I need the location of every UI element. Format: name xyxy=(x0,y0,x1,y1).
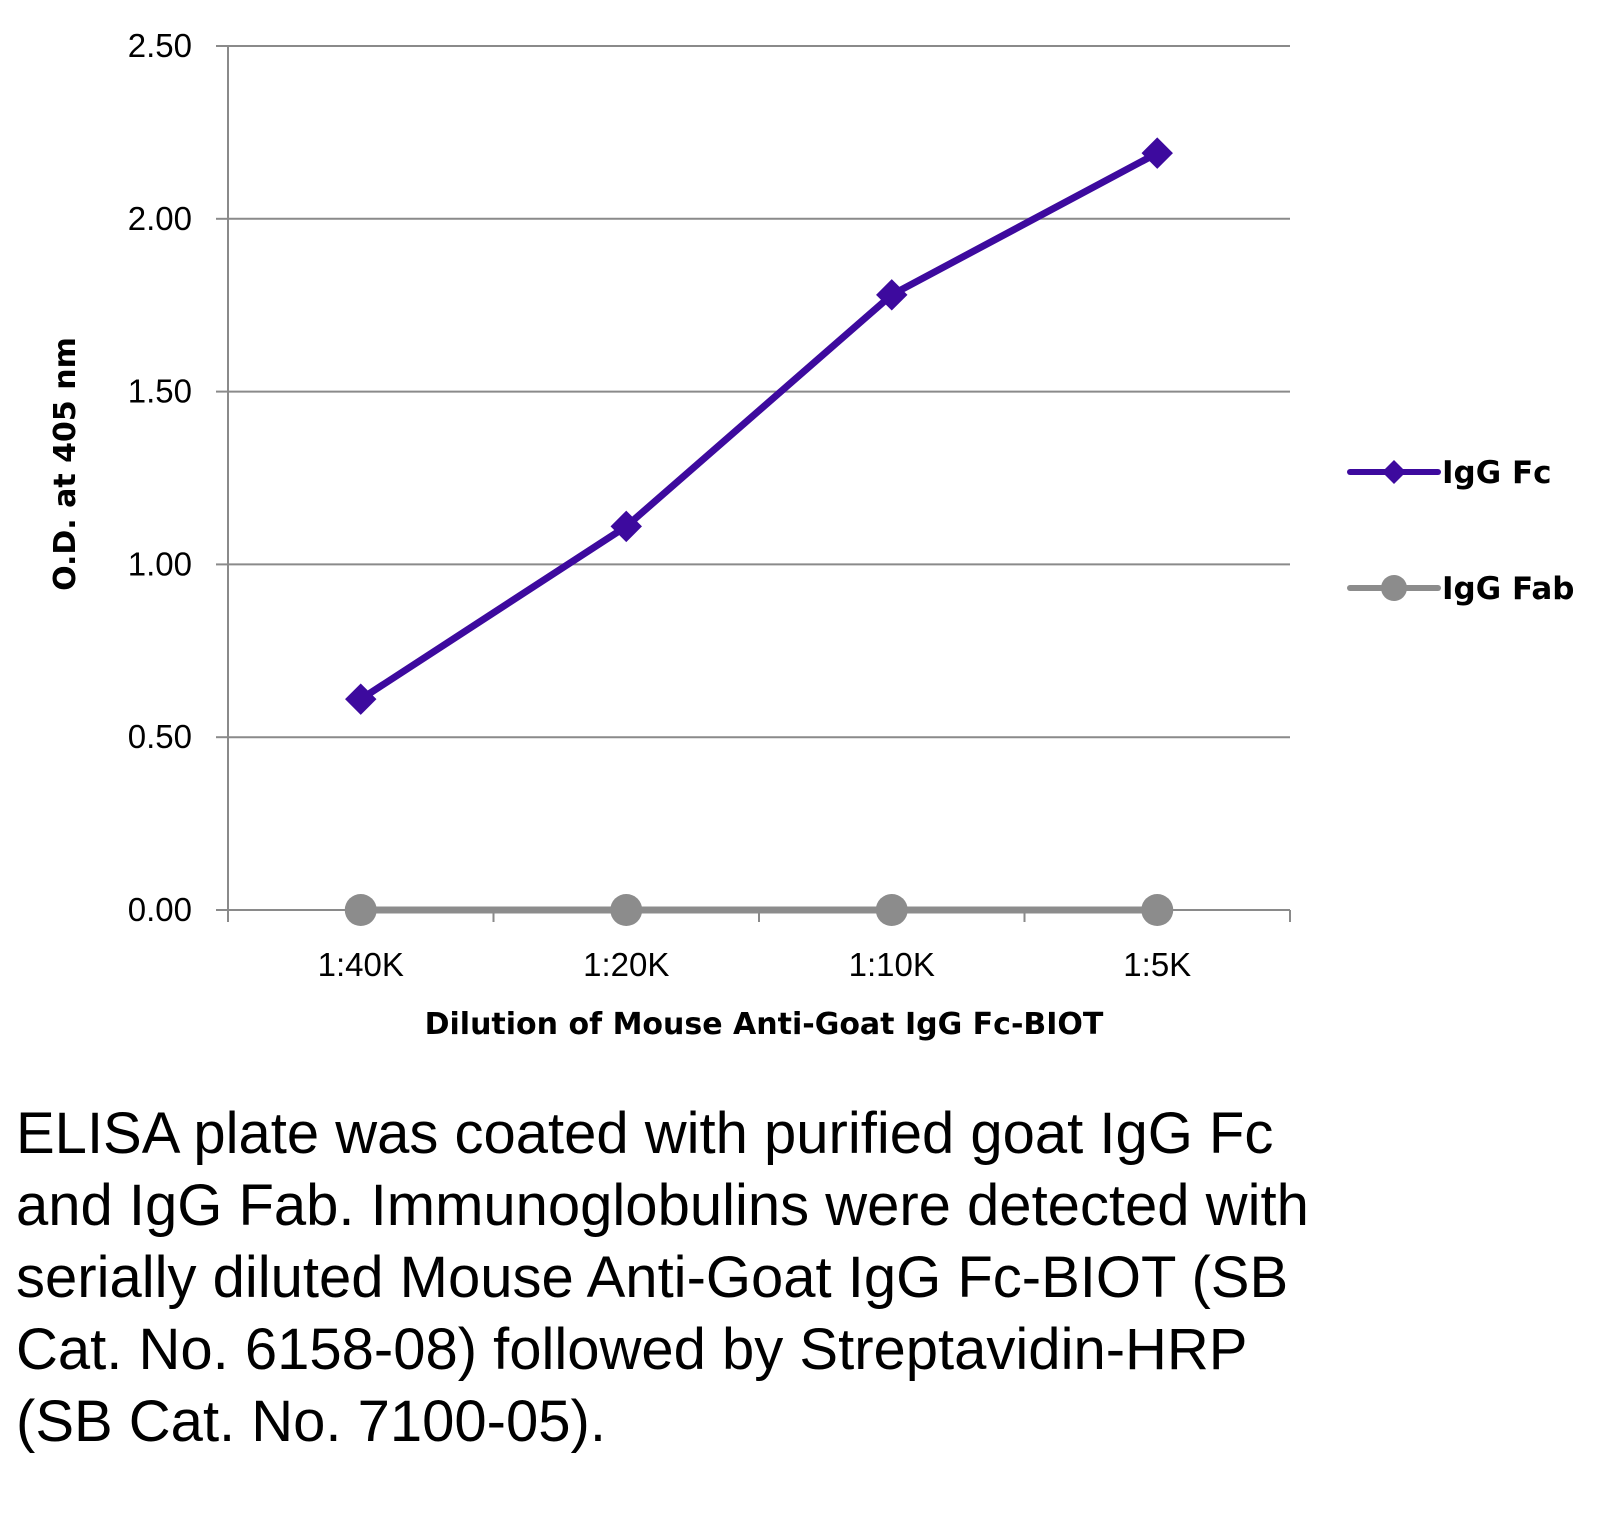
y-tick-label: 2.50 xyxy=(128,27,192,64)
data-point-circle xyxy=(875,894,908,926)
axes xyxy=(216,45,1291,922)
y-tick-label: 1.00 xyxy=(128,545,192,582)
gridlines xyxy=(228,45,1290,739)
y-tick-label: 1.50 xyxy=(128,373,192,410)
y-tick-label: 0.00 xyxy=(128,891,192,928)
x-axis-title: Dilution of Mouse Anti-Goat IgG Fc-BIOT xyxy=(425,1007,1104,1042)
legend-marker-diamond xyxy=(1382,460,1406,484)
legend-label: IgG Fab xyxy=(1442,571,1574,607)
data-point-circle xyxy=(344,894,377,926)
legend-label: IgG Fc xyxy=(1442,455,1552,491)
series-markers xyxy=(344,137,1174,926)
elisa-line-chart: 0.00 0.50 1.00 1.50 2.00 2.50 1:40K 1:20K 1:10K 1… xyxy=(48,27,1574,1042)
series-line-igg-fc xyxy=(357,149,1161,703)
legend: IgG Fc IgG Fab xyxy=(1347,455,1574,607)
data-point-diamond xyxy=(345,683,377,715)
data-point-diamond xyxy=(1141,137,1173,169)
x-tick-label: 1:10K xyxy=(849,946,935,983)
y-tick-label: 0.50 xyxy=(128,718,192,755)
x-tick-label: 1:5K xyxy=(1123,946,1191,983)
legend-marker-circle xyxy=(1381,575,1407,601)
data-point-circle xyxy=(1141,894,1174,926)
figure-caption: ELISA plate was coated with purified goa… xyxy=(16,1101,1309,1454)
data-point-diamond xyxy=(876,279,908,311)
y-axis-title: O.D. at 405 nm xyxy=(48,337,83,591)
y-tick-label: 2.00 xyxy=(128,200,192,237)
x-tick-label: 1:40K xyxy=(318,946,404,983)
series-lines xyxy=(357,149,1161,914)
data-point-circle xyxy=(610,894,643,926)
x-tick-label: 1:20K xyxy=(583,946,669,983)
data-point-diamond xyxy=(610,510,642,543)
tick-labels: 0.00 0.50 1.00 1.50 2.00 2.50 1:40K 1:20K 1:10K 1… xyxy=(128,27,1191,983)
